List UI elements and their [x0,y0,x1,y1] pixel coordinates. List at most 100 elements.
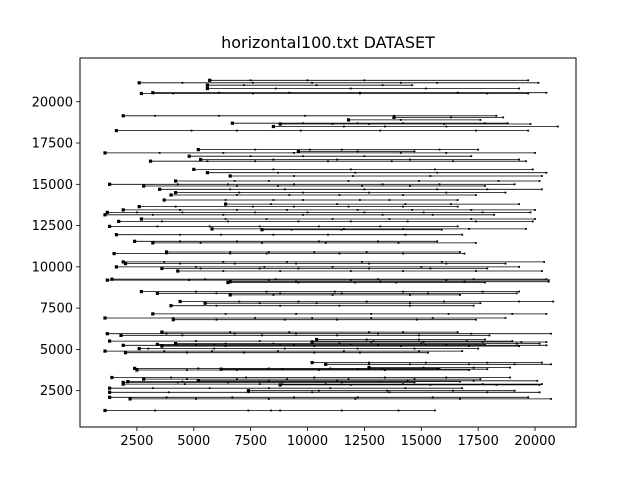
data-point [233,332,236,335]
axis-layer: 2500 5000 7500 10000 12500 15000 17500 20000 250… [32,95,556,449]
series-82 [142,377,482,381]
data-point [229,331,232,333]
data-point [352,175,354,177]
data-point [418,338,420,341]
data-point [409,302,411,305]
data-point [531,220,534,223]
data-point [215,292,218,295]
data-point [151,91,155,95]
data-point [222,261,225,263]
data-point [245,376,247,379]
data-point [356,150,359,153]
data-point [151,387,154,390]
data-point [336,203,338,205]
data-point [267,180,270,182]
data-point [511,340,514,342]
series-38 [260,228,443,232]
data-point [379,280,382,283]
data-point [550,332,552,335]
data-point [409,158,411,161]
data-point [203,301,207,305]
data-point [176,183,179,186]
data-point [418,334,420,337]
data-point [227,183,229,186]
series-layer [103,78,559,413]
data-point [176,381,179,384]
data-point [208,78,212,82]
data-point [534,209,536,211]
data-point [456,91,459,94]
data-point [541,361,543,364]
data-point [110,375,114,380]
data-point [368,267,370,270]
data-point [349,343,352,346]
data-point [402,194,404,196]
series-50 [105,278,550,282]
data-point [434,168,436,171]
data-point [543,261,545,263]
data-point [511,313,514,315]
data-point [290,228,293,231]
data-point [308,148,311,151]
data-point [395,281,398,284]
data-point [219,367,223,371]
data-point [465,340,468,342]
data-point [231,396,234,399]
data-point [415,318,418,321]
data-point [359,351,361,354]
data-point [265,252,268,255]
data-point [452,160,454,163]
data-point [302,155,304,158]
data-point [112,252,116,256]
data-point [497,180,500,182]
data-point [479,378,482,380]
data-point [527,79,530,82]
data-point [388,199,391,201]
data-point [313,251,316,253]
data-point [399,81,402,84]
data-point [402,228,404,230]
data-point [368,123,370,125]
data-point [409,294,411,296]
data-point [381,213,384,216]
data-point [213,343,216,346]
data-point [538,391,541,394]
data-point [538,180,541,182]
data-point [233,262,236,265]
data-point [413,378,416,380]
data-point [286,261,288,263]
data-point [409,185,411,187]
data-point [445,344,448,347]
data-point [224,218,227,220]
data-point [399,152,402,154]
series-86 [121,382,543,386]
data-point [424,343,427,346]
data-point [397,242,400,244]
data-point [484,343,486,346]
data-point [377,240,379,243]
data-point [402,252,404,255]
data-point [254,317,257,319]
data-point [547,280,550,283]
data-point [156,225,159,228]
data-point [456,331,459,333]
data-point [381,84,384,87]
data-point [236,209,238,211]
data-point [165,252,168,255]
data-point [527,92,530,95]
data-point [105,278,109,282]
data-point [105,332,109,336]
data-point [520,341,523,343]
data-point [450,116,452,119]
data-point [161,220,163,223]
data-point [236,185,238,187]
data-point [434,409,436,412]
series-67 [310,340,548,344]
data-point [470,209,473,211]
series-78 [133,366,441,370]
data-point [486,188,489,191]
data-point [154,114,156,117]
data-point [123,262,128,266]
data-point [293,175,295,177]
data-point [272,294,275,296]
